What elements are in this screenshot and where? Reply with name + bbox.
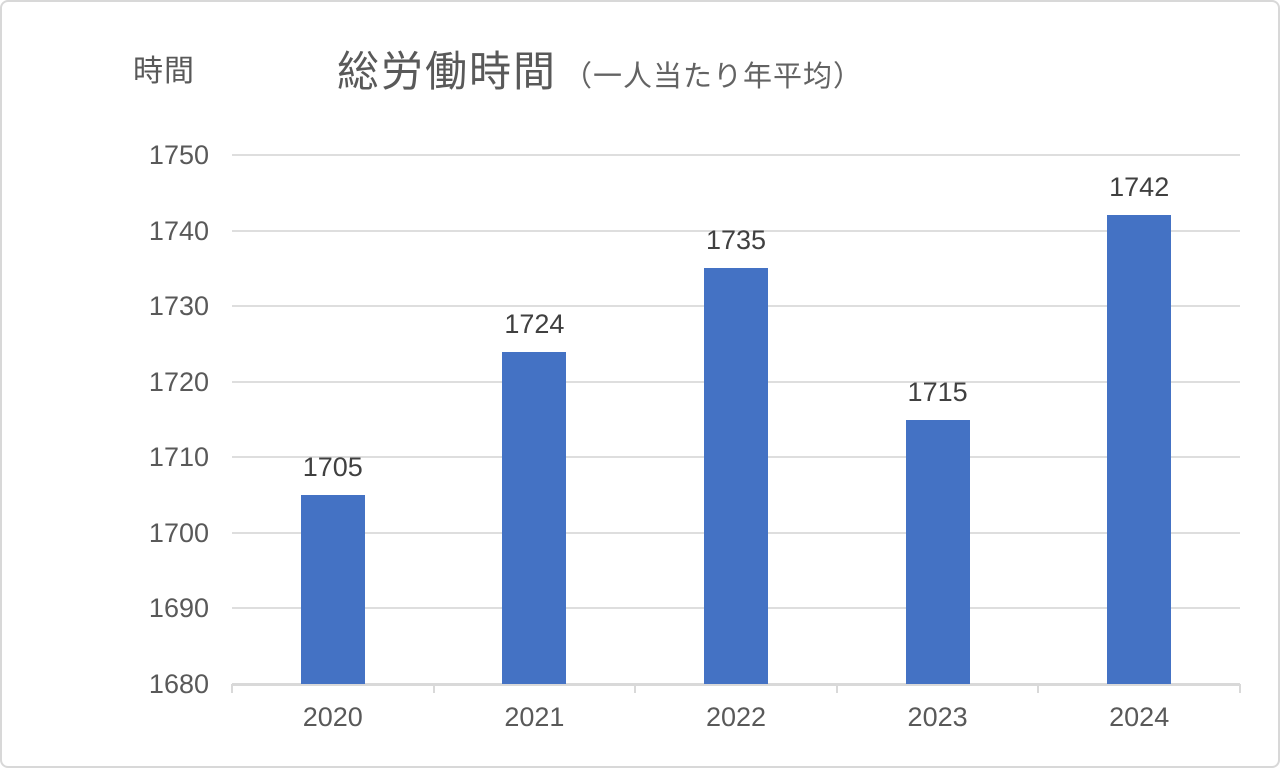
chart-title-main: 総労働時間	[337, 48, 558, 95]
gridline-1740	[232, 229, 1240, 232]
bar-2020	[300, 495, 365, 684]
x-axis-line	[232, 683, 1240, 686]
y-tick-label-1730: 1730	[148, 291, 209, 322]
y-tick-label-1710: 1710	[148, 442, 209, 473]
bar-2021	[502, 351, 567, 684]
bar-value-label-2023: 1715	[907, 376, 968, 407]
y-tick-label-1680: 1680	[148, 669, 209, 699]
y-tick-label-1700: 1700	[148, 517, 209, 548]
x-category-label-2021: 2021	[504, 702, 565, 732]
x-axis-tick	[1239, 684, 1241, 693]
bar-2022	[704, 268, 768, 684]
plot-area: 1705 2020 1724 2021 1735 2022 1715 2023 1742 2024	[231, 154, 1241, 731]
y-tick-label-1720: 1720	[148, 366, 209, 397]
y-axis-unit-label: 時間	[133, 55, 195, 88]
bar-value-label-2020: 1705	[302, 452, 363, 483]
y-tick-label-1690: 1690	[148, 593, 209, 624]
x-category-label-2020: 2020	[302, 702, 363, 732]
gridline-1750	[232, 154, 1240, 156]
x-category-label-2023: 2023	[907, 702, 968, 732]
x-axis-tick	[1037, 684, 1040, 693]
chart-title: 総労働時間 （一人当たり年平均）	[337, 38, 863, 99]
y-tick-label-1750: 1750	[148, 140, 209, 170]
bar-2023	[905, 419, 970, 684]
x-axis-tick	[432, 684, 435, 693]
x-axis-tick	[835, 684, 838, 693]
bar-value-label-2022: 1735	[705, 225, 767, 256]
x-axis-tick	[231, 684, 233, 693]
bar-2024	[1107, 215, 1172, 684]
bar-value-label-2021: 1724	[504, 308, 565, 339]
y-tick-label-1740: 1740	[148, 215, 209, 246]
x-category-label-2024: 2024	[1109, 702, 1170, 732]
bar-value-label-2024: 1742	[1109, 172, 1170, 203]
chart-title-suffix: （一人当たり年平均）	[563, 61, 864, 93]
x-axis-tick	[634, 684, 637, 693]
x-category-label-2022: 2022	[705, 702, 767, 732]
